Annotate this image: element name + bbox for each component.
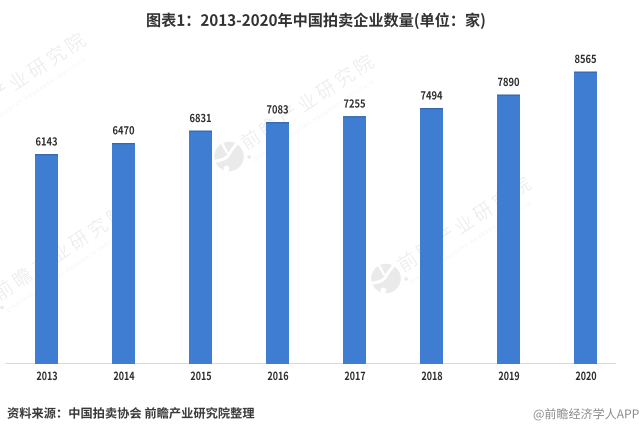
svg-text:QIANZHAN INDUSTRY RESEARCH INS: QIANZHAN INDUSTRY RESEARCH INSTITUTE: [5, 229, 130, 314]
svg-text:QIANZHAN INDUSTRY RESEARCH INS: QIANZHAN INDUSTRY RESEARCH INSTITUTE: [0, 57, 88, 142]
